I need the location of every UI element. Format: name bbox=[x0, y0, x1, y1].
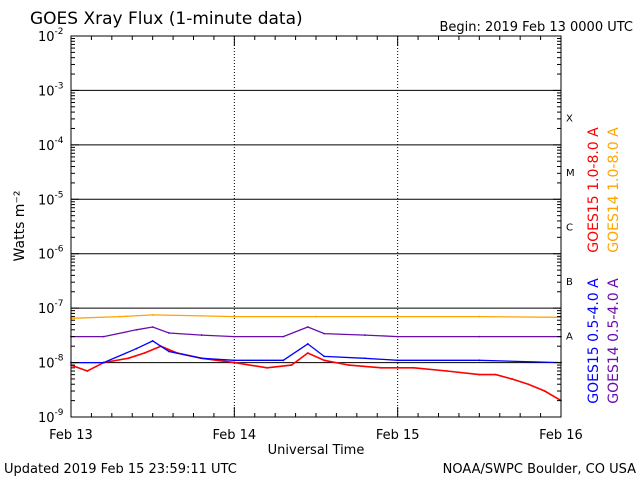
series-point bbox=[290, 364, 293, 366]
y-tick-label: 10-9 bbox=[38, 408, 64, 426]
series-point bbox=[445, 370, 448, 372]
y-tick-label: 10-8 bbox=[38, 354, 64, 372]
series-point bbox=[323, 332, 326, 335]
series-point bbox=[143, 352, 146, 354]
series-point bbox=[151, 314, 154, 316]
series-line-3 bbox=[71, 340, 562, 364]
legend-entry: GOES14 0.5-4.0 A bbox=[606, 278, 622, 404]
series-point bbox=[364, 357, 366, 360]
y-axis-label: Watts m⁻² bbox=[12, 191, 28, 262]
series-point bbox=[323, 359, 326, 362]
series-point bbox=[127, 357, 130, 360]
y-tick-label: 10-3 bbox=[38, 81, 64, 99]
series-point bbox=[413, 366, 415, 369]
updated-timestamp: Updated 2019 Feb 15 23:59:11 UTC bbox=[4, 462, 237, 477]
flare-class-X: X bbox=[566, 114, 573, 125]
series-point bbox=[478, 315, 481, 318]
flare-class-A: A bbox=[566, 331, 573, 342]
series-point bbox=[364, 334, 366, 336]
x-tick-label: Feb 15 bbox=[376, 428, 420, 443]
x-tick-label: Feb 16 bbox=[539, 428, 583, 443]
series-point bbox=[478, 373, 481, 376]
data-series bbox=[70, 314, 562, 402]
y-tick-label: 10-2 bbox=[38, 27, 64, 45]
series-point bbox=[494, 373, 497, 376]
series-point bbox=[200, 357, 203, 360]
legend-entry: GOES14 1.0-8.0 A bbox=[606, 127, 622, 253]
series-point bbox=[306, 343, 309, 345]
series-line-1 bbox=[70, 345, 562, 402]
y-tick-label: 10-6 bbox=[38, 245, 64, 263]
series-point bbox=[151, 340, 154, 342]
series-point bbox=[233, 335, 236, 338]
y-tick-label: 10-4 bbox=[38, 136, 64, 154]
series-point bbox=[233, 361, 236, 364]
x-axis-label: Universal Time bbox=[268, 443, 365, 458]
series-point bbox=[168, 332, 170, 334]
series-point bbox=[511, 378, 513, 380]
y-tick-label: 10-5 bbox=[38, 190, 64, 208]
series-point bbox=[168, 350, 170, 353]
flare-class-B: B bbox=[566, 277, 573, 288]
series-point bbox=[396, 335, 399, 338]
grid-lines bbox=[71, 36, 561, 417]
series-point bbox=[306, 352, 309, 354]
series-point bbox=[119, 315, 121, 318]
credit-text: NOAA/SWPC Boulder, CO USA bbox=[443, 462, 636, 477]
series-point bbox=[233, 315, 236, 318]
series-point bbox=[306, 326, 309, 328]
series-point bbox=[151, 326, 154, 328]
legend-entry: GOES15 1.0-8.0 A bbox=[586, 127, 602, 253]
series-point bbox=[282, 335, 285, 338]
y-axis: 10-9 10-8 10-7 10-6 10-5 10-4 10-3 10-2 bbox=[38, 27, 561, 426]
chart-title: GOES Xray Flux (1-minute data) bbox=[30, 9, 303, 29]
flare-class-C: C bbox=[566, 223, 573, 234]
series-point bbox=[396, 359, 399, 362]
flare-class-M: M bbox=[566, 168, 575, 179]
series-line-4 bbox=[71, 326, 561, 338]
series-point bbox=[102, 335, 105, 338]
series-point bbox=[323, 355, 326, 358]
series-point bbox=[478, 359, 481, 362]
y-tick-label: 10-7 bbox=[38, 299, 64, 317]
flare-class-labels: A B C M X bbox=[566, 114, 575, 343]
legend: GOES15 1.0-8.0 A GOES14 1.0-8.0 A GOES15 0… bbox=[586, 127, 622, 404]
x-axis: Feb 13 Feb 14 Feb 15 Feb 16 bbox=[49, 36, 583, 443]
series-point bbox=[315, 315, 317, 318]
series-point bbox=[135, 347, 138, 350]
series-point bbox=[527, 383, 530, 386]
series-point bbox=[102, 361, 105, 364]
series-point bbox=[380, 366, 383, 369]
plot-frame bbox=[70, 35, 562, 418]
series-point bbox=[347, 364, 350, 366]
series-point bbox=[135, 328, 138, 331]
series-point bbox=[543, 390, 546, 392]
series-point bbox=[478, 335, 481, 338]
legend-entry: GOES15 0.5-4.0 A bbox=[586, 278, 602, 404]
x-tick-label: Feb 13 bbox=[49, 428, 93, 443]
series-point bbox=[266, 366, 268, 369]
series-point bbox=[233, 359, 236, 362]
series-point bbox=[86, 370, 89, 372]
series-point bbox=[396, 315, 399, 318]
x-tick-label: Feb 14 bbox=[212, 428, 256, 443]
series-point bbox=[200, 315, 203, 317]
begin-label: Begin: 2019 Feb 13 0000 UTC bbox=[439, 20, 633, 35]
series-point bbox=[200, 334, 203, 336]
series-point bbox=[282, 359, 285, 362]
